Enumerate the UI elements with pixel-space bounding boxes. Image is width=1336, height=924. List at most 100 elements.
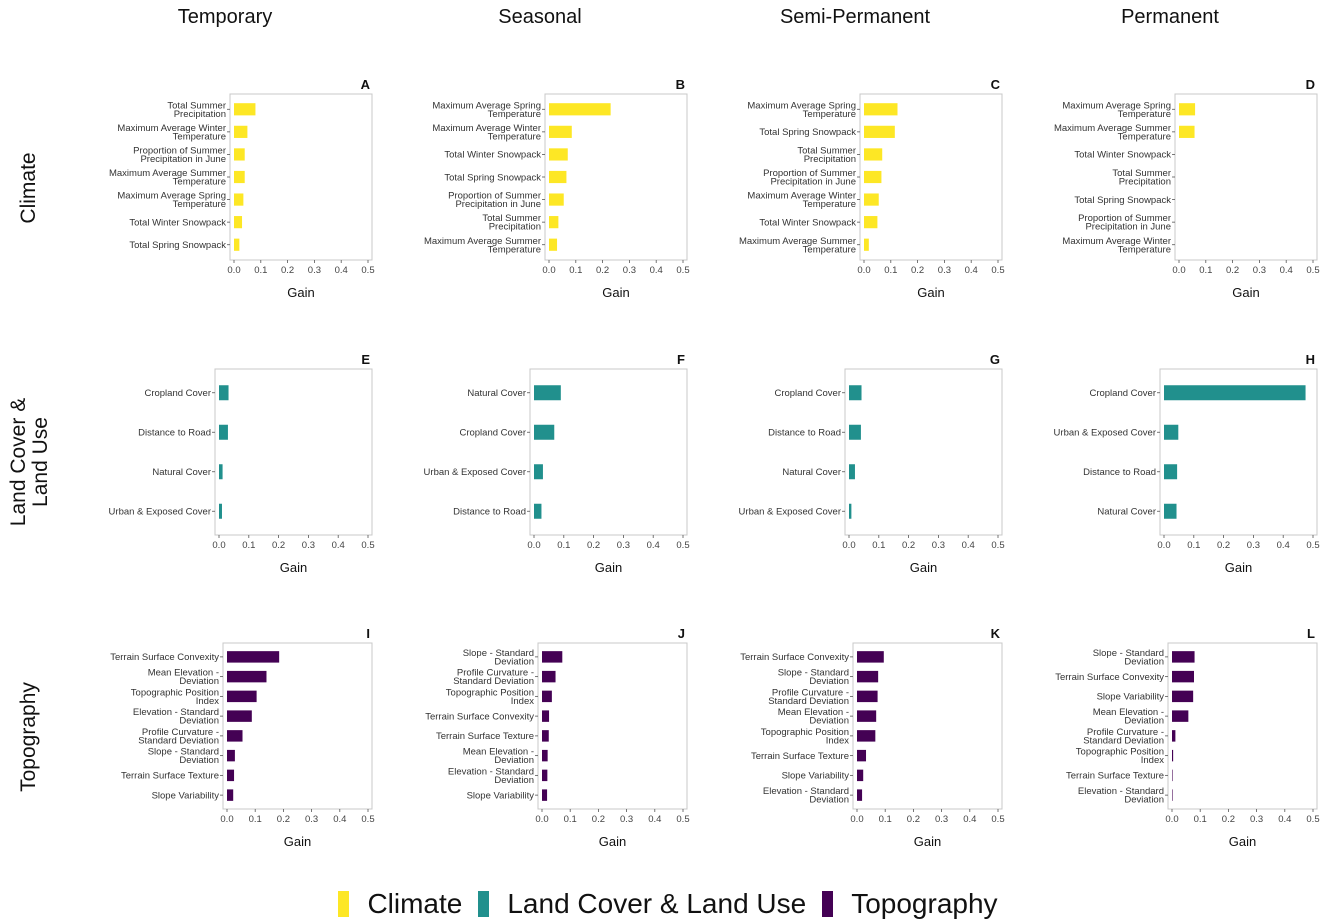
panel-g: G 0.0 0.1 0.2 0.3 0.4 0.5 Gain Cropland Cover Dis… xyxy=(739,352,1005,575)
panel-k: K 0.0 0.1 0.2 0.3 0.4 0.5 Gain Terrain Surface C… xyxy=(740,626,1004,849)
bar xyxy=(219,385,229,401)
category-label: Maximum Average Summer Temperature xyxy=(424,236,541,256)
category-label-line: Urban & Exposed Cover xyxy=(424,467,526,478)
category-label-line: Slope Variability xyxy=(467,790,535,801)
category-label: Distance to Road xyxy=(1083,467,1156,478)
category-label: Natural Cover xyxy=(782,467,841,478)
legend-item-climate: Climate xyxy=(338,888,462,920)
x-axis-label: Gain xyxy=(914,834,941,849)
category-label-line: Natural Cover xyxy=(782,467,841,478)
bar xyxy=(219,464,223,480)
category-label-line: Slope - Standard xyxy=(778,668,849,679)
category-label: Maximum Average Winter Temperature xyxy=(747,191,856,211)
category-label-line: Elevation - Standard xyxy=(763,786,849,797)
x-tick-label: 0.2 xyxy=(277,814,290,825)
category-label-line: Slope - Standard xyxy=(148,747,219,758)
bar xyxy=(857,710,877,722)
plot-frame xyxy=(1167,642,1318,810)
panel-b: B 0.0 0.1 0.2 0.3 0.4 0.5 Gain Maximum Average S… xyxy=(424,77,690,300)
category-label: Slope - Standard Deviation xyxy=(1093,648,1164,668)
category-label-line: Mean Elevation - xyxy=(1093,707,1164,718)
category-label-line: Slope Variability xyxy=(1097,692,1165,703)
category-label: Urban & Exposed Cover xyxy=(739,507,841,518)
panel-label: K xyxy=(991,626,1001,641)
category-label-line: Elevation - Standard xyxy=(133,707,219,718)
category-label-line: Maximum Average Spring xyxy=(432,100,541,111)
category-label: Maximum Average Spring Temperature xyxy=(117,191,226,211)
x-tick-label: 0.4 xyxy=(647,540,660,551)
bar xyxy=(542,651,563,663)
category-label: Terrain Surface Convexity xyxy=(110,652,219,663)
x-tick-label: 0.1 xyxy=(242,540,255,551)
category-label: Profile Curvature -Standard Deviation xyxy=(138,727,219,747)
plot-frame xyxy=(844,368,1003,536)
category-label-line: Total Spring Snowpack xyxy=(759,127,856,138)
x-tick-label: 0.0 xyxy=(842,540,855,551)
bar xyxy=(864,193,879,206)
x-tick-label: 0.0 xyxy=(535,814,548,825)
category-label-line: Cropland Cover xyxy=(1089,388,1156,399)
x-axis-label: Gain xyxy=(1225,560,1252,575)
x-tick-label: 0.5 xyxy=(991,265,1004,276)
category-label-line: Temperature xyxy=(488,244,541,255)
category-label: Mean Elevation -Deviation xyxy=(778,707,849,727)
bar xyxy=(227,670,267,683)
category-label-line: Index xyxy=(511,696,534,707)
x-axis-label: Gain xyxy=(287,285,314,300)
x-axis-label: Gain xyxy=(1229,834,1256,849)
plot-frame xyxy=(852,642,1003,810)
x-tick-label: 0.5 xyxy=(1306,265,1319,276)
bar xyxy=(1179,103,1196,116)
x-tick-label: 0.5 xyxy=(676,814,689,825)
x-tick-label: 0.0 xyxy=(1157,540,1170,551)
category-label: Elevation - Standard Deviation xyxy=(448,766,534,786)
x-tick-label: 0.0 xyxy=(227,265,240,276)
category-label-line: Total Winter Snowpack xyxy=(129,217,226,228)
bar xyxy=(227,651,280,663)
category-label-line: Index xyxy=(1141,755,1164,766)
bar xyxy=(864,125,895,138)
category-label: Profile Curvature -Standard Deviation xyxy=(453,668,534,688)
category-label-line: Terrain Surface Convexity xyxy=(425,711,534,722)
x-tick-label: 0.1 xyxy=(564,814,577,825)
category-label-line: Deviation xyxy=(179,755,219,766)
x-tick-label: 0.2 xyxy=(596,265,609,276)
x-tick-label: 0.1 xyxy=(879,814,892,825)
panel-label: A xyxy=(361,77,371,92)
bar xyxy=(1172,690,1194,703)
x-tick-label: 0.4 xyxy=(963,814,976,825)
bar xyxy=(1172,749,1174,762)
legend-swatch-land-cover xyxy=(478,891,490,917)
category-label: Terrain Surface Texture xyxy=(121,771,219,782)
bar xyxy=(1172,789,1173,801)
category-label-line: Temperature xyxy=(803,199,856,210)
x-tick-label: 0.4 xyxy=(648,814,661,825)
category-label-line: Total Winter Snowpack xyxy=(759,217,856,228)
bar xyxy=(857,670,879,683)
bar xyxy=(227,690,257,703)
bar xyxy=(542,789,548,801)
bar xyxy=(1179,125,1195,138)
bar xyxy=(857,651,884,663)
category-label-line: Mean Elevation - xyxy=(463,747,534,758)
x-tick-label: 0.4 xyxy=(965,265,978,276)
bar xyxy=(849,424,861,440)
bar xyxy=(857,769,864,782)
category-label-line: Terrain Surface Convexity xyxy=(740,652,849,663)
category-label-line: Deviation xyxy=(179,676,219,687)
category-label: Terrain Surface Texture xyxy=(751,751,849,762)
category-label-line: Proportion of Summer xyxy=(763,168,856,179)
bar xyxy=(234,103,256,116)
panel-label: L xyxy=(1307,626,1315,641)
category-label: Maximum Average Winter Temperature xyxy=(117,123,226,143)
category-label-line: Distance to Road xyxy=(453,507,526,518)
category-label-line: Precipitation in June xyxy=(770,177,856,188)
x-axis-label: Gain xyxy=(917,285,944,300)
category-label-line: Total Summer xyxy=(167,100,226,111)
category-label-line: Temperature xyxy=(803,109,856,120)
category-label-line: Temperature xyxy=(803,244,856,255)
category-label: Terrain Surface Convexity xyxy=(1055,672,1164,683)
category-label: Natural Cover xyxy=(467,388,526,399)
category-label: Proportion of Summer Precipitation in Jun… xyxy=(448,191,541,211)
